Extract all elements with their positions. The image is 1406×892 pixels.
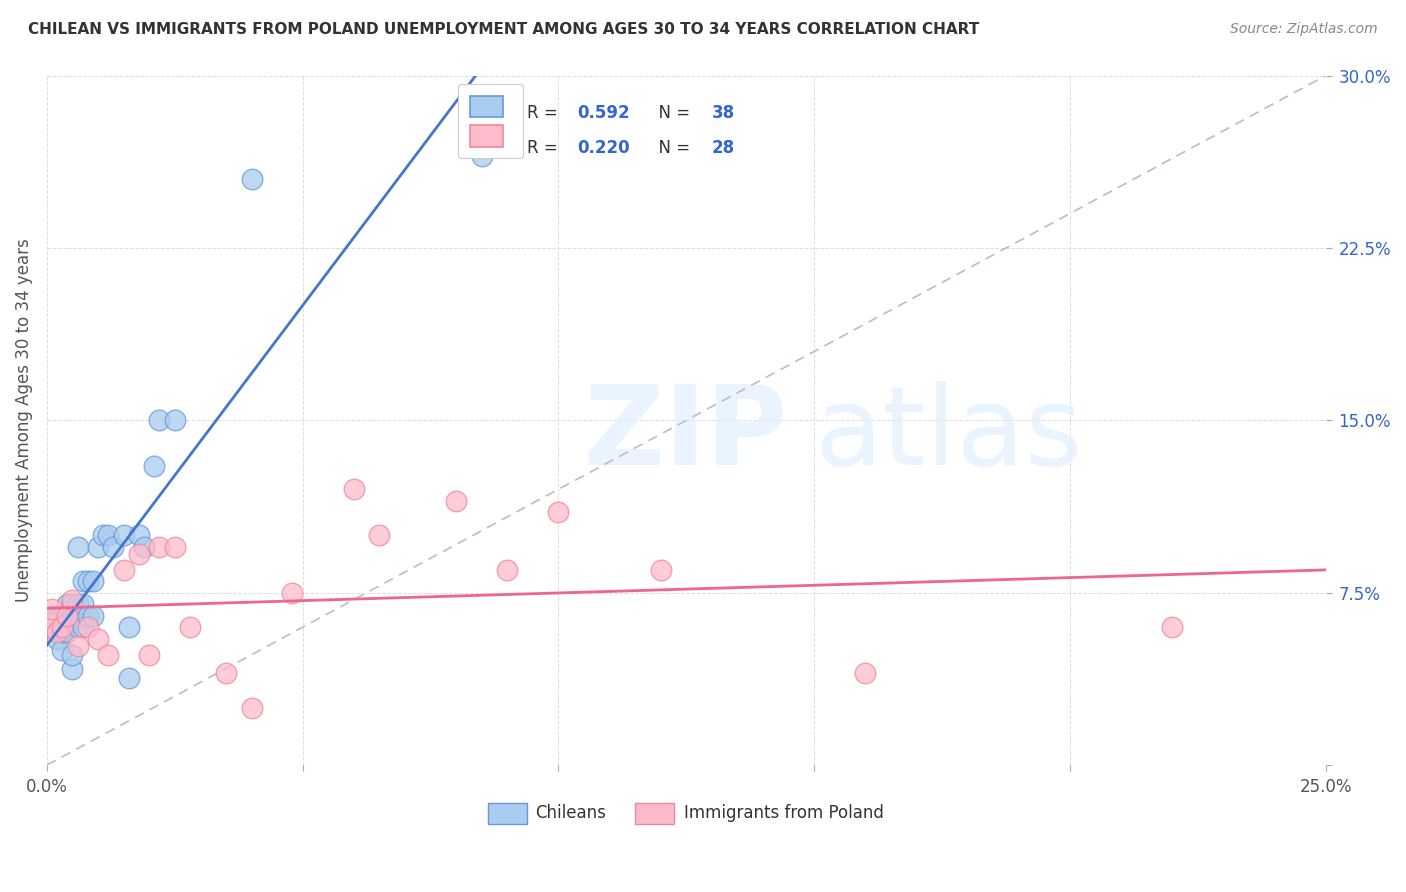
Point — [76, 620, 98, 634]
Text: 0.220: 0.220 — [578, 139, 630, 157]
Point — [138, 648, 160, 662]
Point — [128, 547, 150, 561]
Text: ZIP: ZIP — [583, 381, 787, 488]
Point — [97, 528, 120, 542]
Point — [240, 700, 263, 714]
Point — [41, 608, 63, 623]
Point — [62, 608, 84, 623]
Point — [62, 662, 84, 676]
Point — [62, 648, 84, 662]
FancyBboxPatch shape — [636, 803, 673, 823]
Point — [163, 413, 186, 427]
Text: 0.592: 0.592 — [578, 104, 630, 122]
Point — [148, 540, 170, 554]
Point — [82, 574, 104, 589]
Point — [41, 620, 63, 634]
Point — [56, 615, 79, 630]
Point — [179, 620, 201, 634]
Text: 28: 28 — [711, 139, 735, 157]
Point — [56, 624, 79, 639]
Text: R =: R = — [526, 104, 562, 122]
Point — [66, 639, 89, 653]
Point — [496, 563, 519, 577]
Point — [132, 540, 155, 554]
Point — [547, 505, 569, 519]
Point — [163, 540, 186, 554]
Point — [41, 615, 63, 630]
Point — [66, 620, 89, 634]
Point — [46, 632, 69, 646]
Point — [368, 528, 391, 542]
FancyBboxPatch shape — [488, 803, 526, 823]
Point — [76, 574, 98, 589]
Point — [650, 563, 672, 577]
Point — [72, 597, 94, 611]
Point — [281, 585, 304, 599]
Point — [66, 540, 89, 554]
Point — [215, 666, 238, 681]
Point — [118, 620, 141, 634]
Point — [62, 597, 84, 611]
Point — [76, 608, 98, 623]
Point — [41, 602, 63, 616]
Point — [46, 624, 69, 639]
Point — [82, 608, 104, 623]
Point — [87, 632, 110, 646]
Text: Source: ZipAtlas.com: Source: ZipAtlas.com — [1230, 22, 1378, 37]
Point — [855, 666, 877, 681]
Text: CHILEAN VS IMMIGRANTS FROM POLAND UNEMPLOYMENT AMONG AGES 30 TO 34 YEARS CORRELA: CHILEAN VS IMMIGRANTS FROM POLAND UNEMPL… — [28, 22, 980, 37]
Point — [471, 149, 494, 163]
Point — [1161, 620, 1184, 634]
Point — [128, 528, 150, 542]
Point — [112, 563, 135, 577]
Point — [41, 620, 63, 634]
Point — [72, 620, 94, 634]
Point — [62, 592, 84, 607]
Point — [118, 671, 141, 685]
Point — [51, 624, 73, 639]
Text: N =: N = — [648, 104, 696, 122]
Point — [87, 540, 110, 554]
Text: R =: R = — [526, 139, 562, 157]
Point — [148, 413, 170, 427]
Text: N =: N = — [648, 139, 696, 157]
Point — [51, 620, 73, 634]
Point — [143, 459, 166, 474]
Point — [51, 608, 73, 623]
Point — [91, 528, 114, 542]
Point — [56, 608, 79, 623]
Point — [72, 574, 94, 589]
Point — [66, 597, 89, 611]
Point — [444, 493, 467, 508]
Point — [103, 540, 125, 554]
Point — [51, 643, 73, 657]
Text: 38: 38 — [711, 104, 735, 122]
Point — [240, 172, 263, 186]
Point — [97, 648, 120, 662]
Text: atlas: atlas — [814, 381, 1083, 488]
Text: Immigrants from Poland: Immigrants from Poland — [683, 805, 884, 822]
Y-axis label: Unemployment Among Ages 30 to 34 years: Unemployment Among Ages 30 to 34 years — [15, 238, 32, 602]
Point — [56, 597, 79, 611]
Point — [112, 528, 135, 542]
Legend: , : , — [458, 84, 523, 159]
Point — [46, 608, 69, 623]
Point — [343, 483, 366, 497]
Text: Chileans: Chileans — [536, 805, 606, 822]
